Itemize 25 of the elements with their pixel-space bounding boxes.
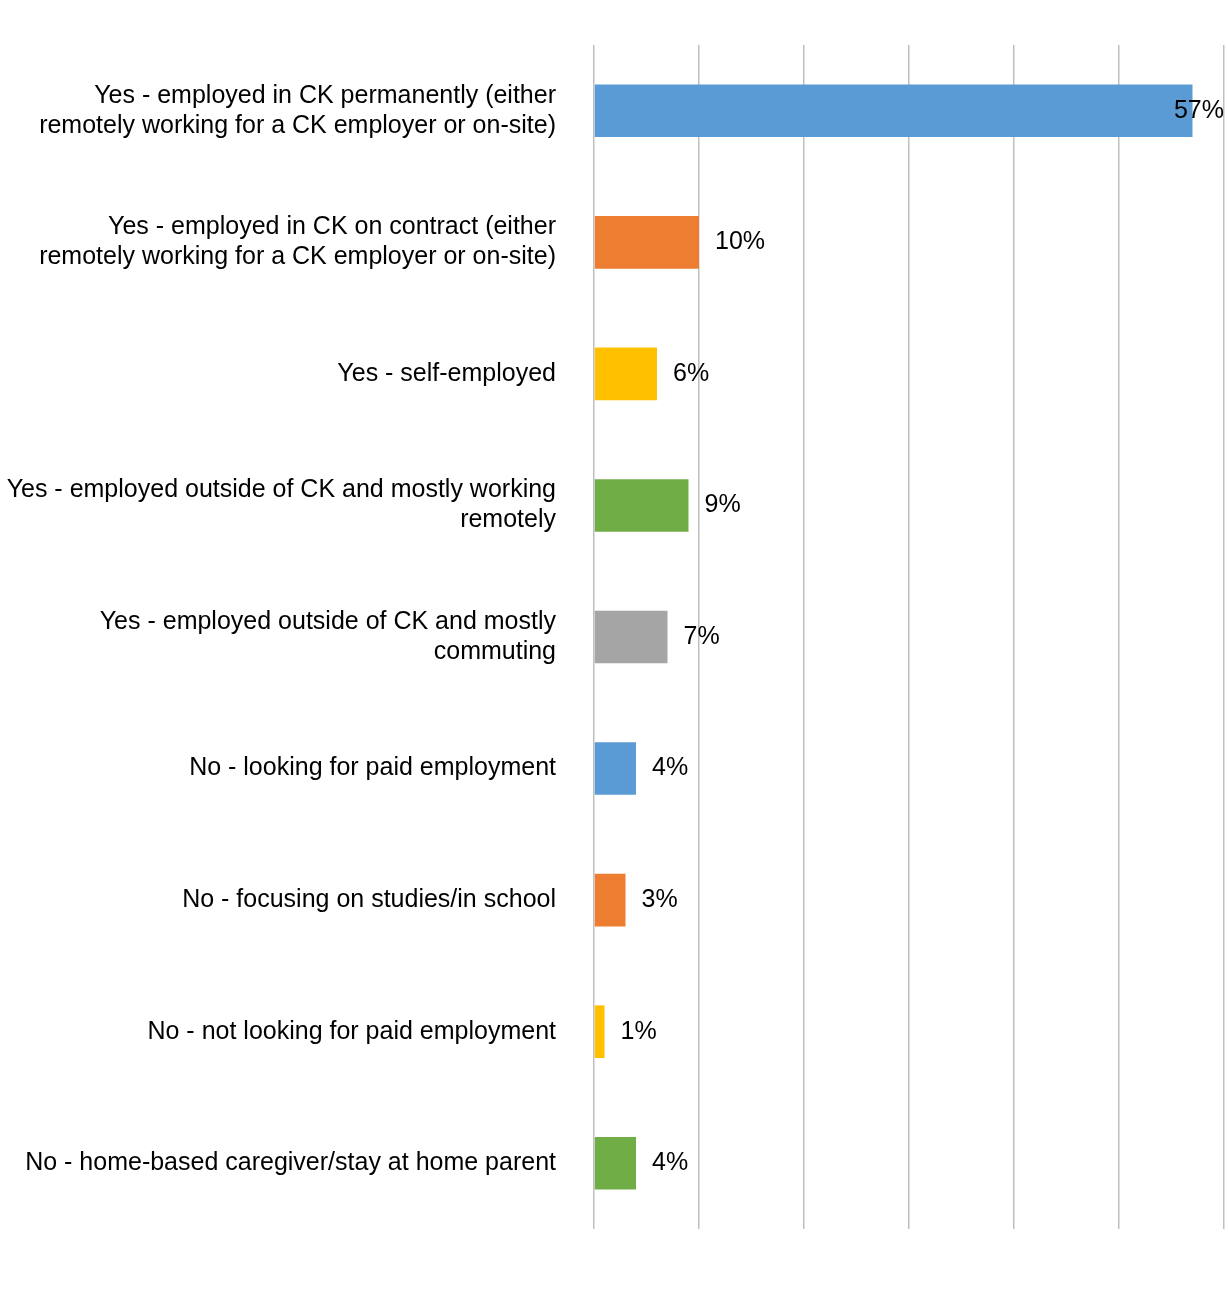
y-tick-label: Yes - self-employed bbox=[337, 357, 556, 386]
bar bbox=[594, 347, 657, 401]
bar bbox=[594, 610, 668, 664]
bar bbox=[594, 1136, 636, 1190]
data-label: 10% bbox=[715, 226, 766, 255]
data-label: 4% bbox=[652, 752, 689, 781]
y-tick-label: No - looking for paid employment bbox=[189, 752, 557, 781]
y-tick-label: Yes - employed in CK permanently (either remotely working for a CK employer or on-site) bbox=[39, 79, 556, 138]
bar bbox=[594, 742, 636, 795]
data-label: 1% bbox=[620, 1015, 657, 1044]
y-tick-label: No - not looking for paid employment bbox=[147, 1015, 557, 1044]
bar bbox=[594, 1005, 605, 1058]
y-tick-label: Yes - employed outside of CK and mostly commuting bbox=[99, 605, 557, 664]
data-label: 4% bbox=[652, 1147, 689, 1176]
y-tick-label: Yes - employed outside of CK and mostly working remotely bbox=[6, 474, 557, 533]
y-tick-label: No - focusing on studies/in school bbox=[182, 884, 556, 912]
bar bbox=[594, 873, 626, 927]
y-tick-label: Yes - employed in CK on contract (either remotely working for a CK employer or on-site) bbox=[39, 211, 556, 270]
bar bbox=[594, 216, 699, 269]
data-label: 6% bbox=[673, 357, 710, 386]
y-tick-label: No - home-based caregiver/stay at home parent bbox=[25, 1147, 557, 1176]
bar bbox=[594, 479, 689, 532]
data-label: 3% bbox=[641, 884, 678, 912]
data-label: 7% bbox=[683, 620, 720, 649]
data-label: 9% bbox=[704, 489, 741, 518]
